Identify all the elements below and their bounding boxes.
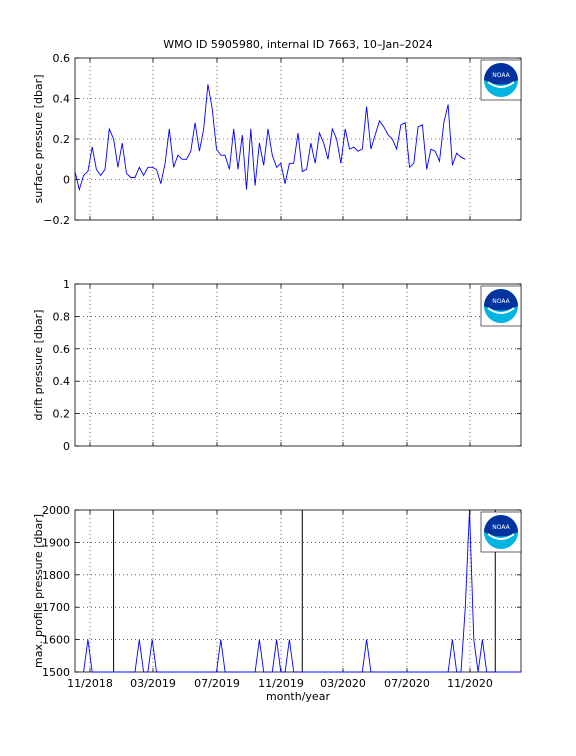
surface-pressure-panel: −0.2 0 0.2 0.4 0.6 surface pressure [dbar] NOA… — [32, 52, 522, 227]
x-tick-label: 11/2019 — [258, 677, 304, 690]
noaa-logo-text: NOAA — [492, 72, 510, 79]
noaa-logo-wave — [487, 307, 515, 314]
plot-frame — [74, 283, 522, 447]
x-tick-label: 11/2018 — [67, 677, 113, 690]
noaa-logo-wave — [487, 533, 515, 540]
y-tick-label: 0.2 — [53, 133, 71, 146]
y-tick-label: 1500 — [42, 666, 70, 679]
x-axis-label: month/year — [266, 690, 330, 703]
y-axis-label: drift pressure [dbar] — [32, 310, 45, 421]
noaa-logo-text: NOAA — [492, 524, 510, 531]
noaa-logo-bird — [484, 515, 518, 537]
plot-frame — [74, 509, 522, 673]
noaa-logo-bird — [484, 63, 518, 85]
max-profile-pressure-panel: 1500 1600 1700 1800 1900 2000 11/2018 03/2019 07… — [32, 504, 522, 690]
y-tick-label: 2000 — [42, 504, 70, 517]
y-tick-label: −0.2 — [43, 214, 70, 227]
x-tick-label: 03/2019 — [130, 677, 176, 690]
noaa-logo-bird — [484, 289, 518, 311]
noaa-logo-wave — [487, 81, 515, 88]
y-tick-label: 0 — [63, 440, 70, 453]
y-axis-label: surface pressure [dbar] — [32, 75, 45, 204]
y-tick-label: 0.4 — [53, 93, 71, 106]
y-tick-label: 0 — [63, 174, 70, 187]
series-line — [74, 84, 466, 192]
figure-title: WMO ID 5905980, internal ID 7663, 10–Jan… — [163, 38, 433, 51]
y-tick-label: 1 — [63, 278, 70, 291]
plot-frame — [74, 57, 522, 221]
y-tick-label: 1800 — [42, 569, 70, 582]
drift-pressure-panel: 0 0.2 0.4 0.6 0.8 1 drift pressure [dbar] NOAA — [32, 278, 522, 453]
y-tick-label: 0.2 — [53, 408, 71, 421]
x-tick-label: 03/2020 — [320, 677, 366, 690]
x-tick-label: 07/2019 — [194, 677, 240, 690]
y-tick-label: 0.6 — [53, 343, 71, 356]
y-tick-label: 1700 — [42, 601, 70, 614]
x-tick-label: 07/2020 — [384, 677, 430, 690]
series-line — [83, 509, 521, 673]
y-tick-label: 0.4 — [53, 375, 71, 388]
y-tick-label: 1900 — [42, 536, 70, 549]
y-tick-label: 1600 — [42, 634, 70, 647]
noaa-logo-text: NOAA — [492, 298, 510, 305]
y-tick-label: 0.6 — [53, 52, 71, 65]
y-tick-label: 0.8 — [53, 310, 71, 323]
y-axis-label: max. profile pressure [dbar] — [32, 514, 45, 668]
x-tick-label: 11/2020 — [447, 677, 493, 690]
